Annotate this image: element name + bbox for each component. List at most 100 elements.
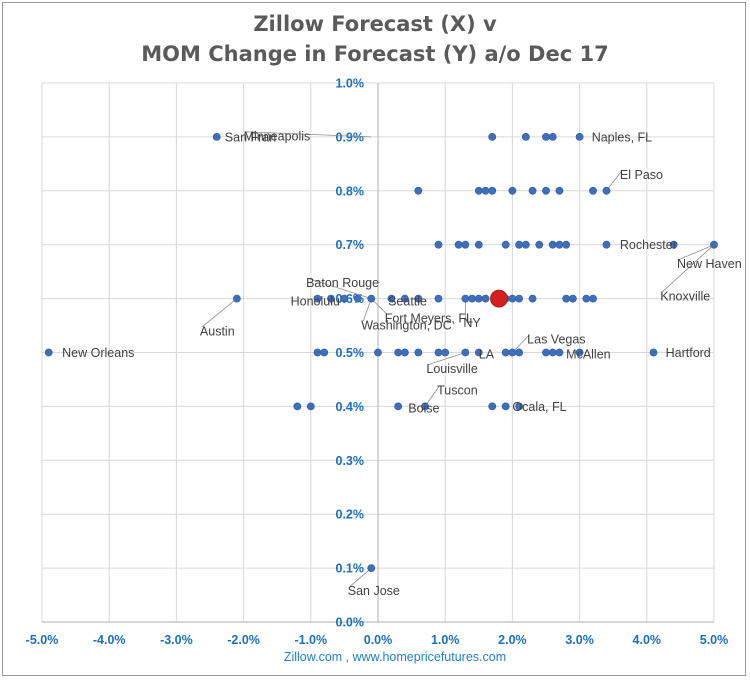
data-point [44,348,53,357]
data-point [232,294,241,303]
chart-title-line2: MOM Change in Forecast (Y) a/o Dec 17 [141,42,609,66]
data-point [488,186,497,195]
leader-line [678,244,715,260]
data-point [548,348,557,357]
point-label: Tuscon [437,384,478,398]
point-label: McAllen [566,348,611,362]
point-label: Rochester [620,238,677,252]
data-point [474,294,483,303]
data-point [575,348,584,357]
data-point [568,294,577,303]
data-point [501,402,510,411]
data-point [374,348,382,357]
point-label: Seattle [388,294,427,308]
data-point [602,240,611,249]
point-label: Washington, DC [361,319,452,333]
data-points [44,132,718,572]
data-point [367,564,376,572]
data-point [508,186,517,195]
data-point [327,294,335,303]
chart-footer-source: Zillow.com , www.homepricefutures.com [283,650,507,664]
data-point [474,186,483,195]
y-tick-label: 0.9% [336,130,365,144]
data-point [521,240,530,249]
data-point [394,348,403,357]
point-label: San Jose [348,584,400,598]
data-point [528,186,537,195]
data-point [535,240,544,249]
point-label: Austin [200,324,235,338]
data-point [400,294,409,303]
point-label: Hartford [666,346,711,360]
x-tick-label: -3.0% [160,633,193,647]
data-point [320,348,329,357]
x-tick-label: -5.0% [26,633,59,647]
data-point [434,348,443,357]
data-point [669,240,678,249]
data-point [434,240,443,249]
data-point [434,294,443,303]
highlight-point [490,289,508,308]
data-point [488,402,497,411]
data-point [414,348,423,357]
point-label: Fort Meyers, FL [385,312,473,326]
data-point [481,186,490,195]
x-tick-label: -4.0% [93,633,126,647]
data-point [521,132,530,141]
data-point [441,348,450,357]
data-point [589,294,597,303]
data-point [421,402,429,411]
point-label: Las Vegas [527,333,585,347]
leader-line [245,131,372,138]
data-point [501,348,510,357]
data-point [461,294,470,303]
y-tick-label: 0.7% [336,238,365,252]
y-tick-label: 0.0% [336,616,365,630]
leader-line [307,278,372,299]
leader-line [362,298,372,322]
leader-line [349,567,372,588]
point-label: Minneapolis [244,129,311,143]
point-label: El Paso [620,168,663,182]
data-point [649,348,658,357]
x-tick-label: 4.0% [633,633,662,647]
data-point [293,402,302,411]
point-label: Knoxville [660,289,710,303]
x-tick-label: 5.0% [700,633,729,647]
y-tick-label: 0.1% [336,562,365,576]
data-point [313,348,322,357]
x-tick-label: -1.0% [294,633,327,647]
data-point [353,294,362,303]
data-point [528,294,537,303]
data-point [515,348,524,357]
data-point [387,294,396,303]
data-point [542,348,550,357]
leader-line [424,386,440,407]
point-label: Naples, FL [592,130,652,144]
data-point [710,240,718,249]
data-point [340,294,349,303]
data-point [602,186,611,195]
data-point [461,348,470,357]
data-point [548,240,557,249]
data-point [542,132,550,141]
data-point [481,294,490,303]
data-point [306,402,315,411]
data-point [461,240,470,249]
data-point [562,240,571,249]
data-point [501,240,510,249]
x-tick-label: 3.0% [565,633,594,647]
data-point [555,186,564,195]
data-point [454,240,463,249]
point-label: New Haven [677,257,742,271]
y-tick-label: 0.5% [336,346,365,360]
leader-lines [201,131,715,588]
leader-line [606,170,623,192]
y-tick-label: 0.4% [336,400,365,414]
data-point [515,402,524,411]
data-point [468,294,476,303]
data-point [488,132,497,141]
